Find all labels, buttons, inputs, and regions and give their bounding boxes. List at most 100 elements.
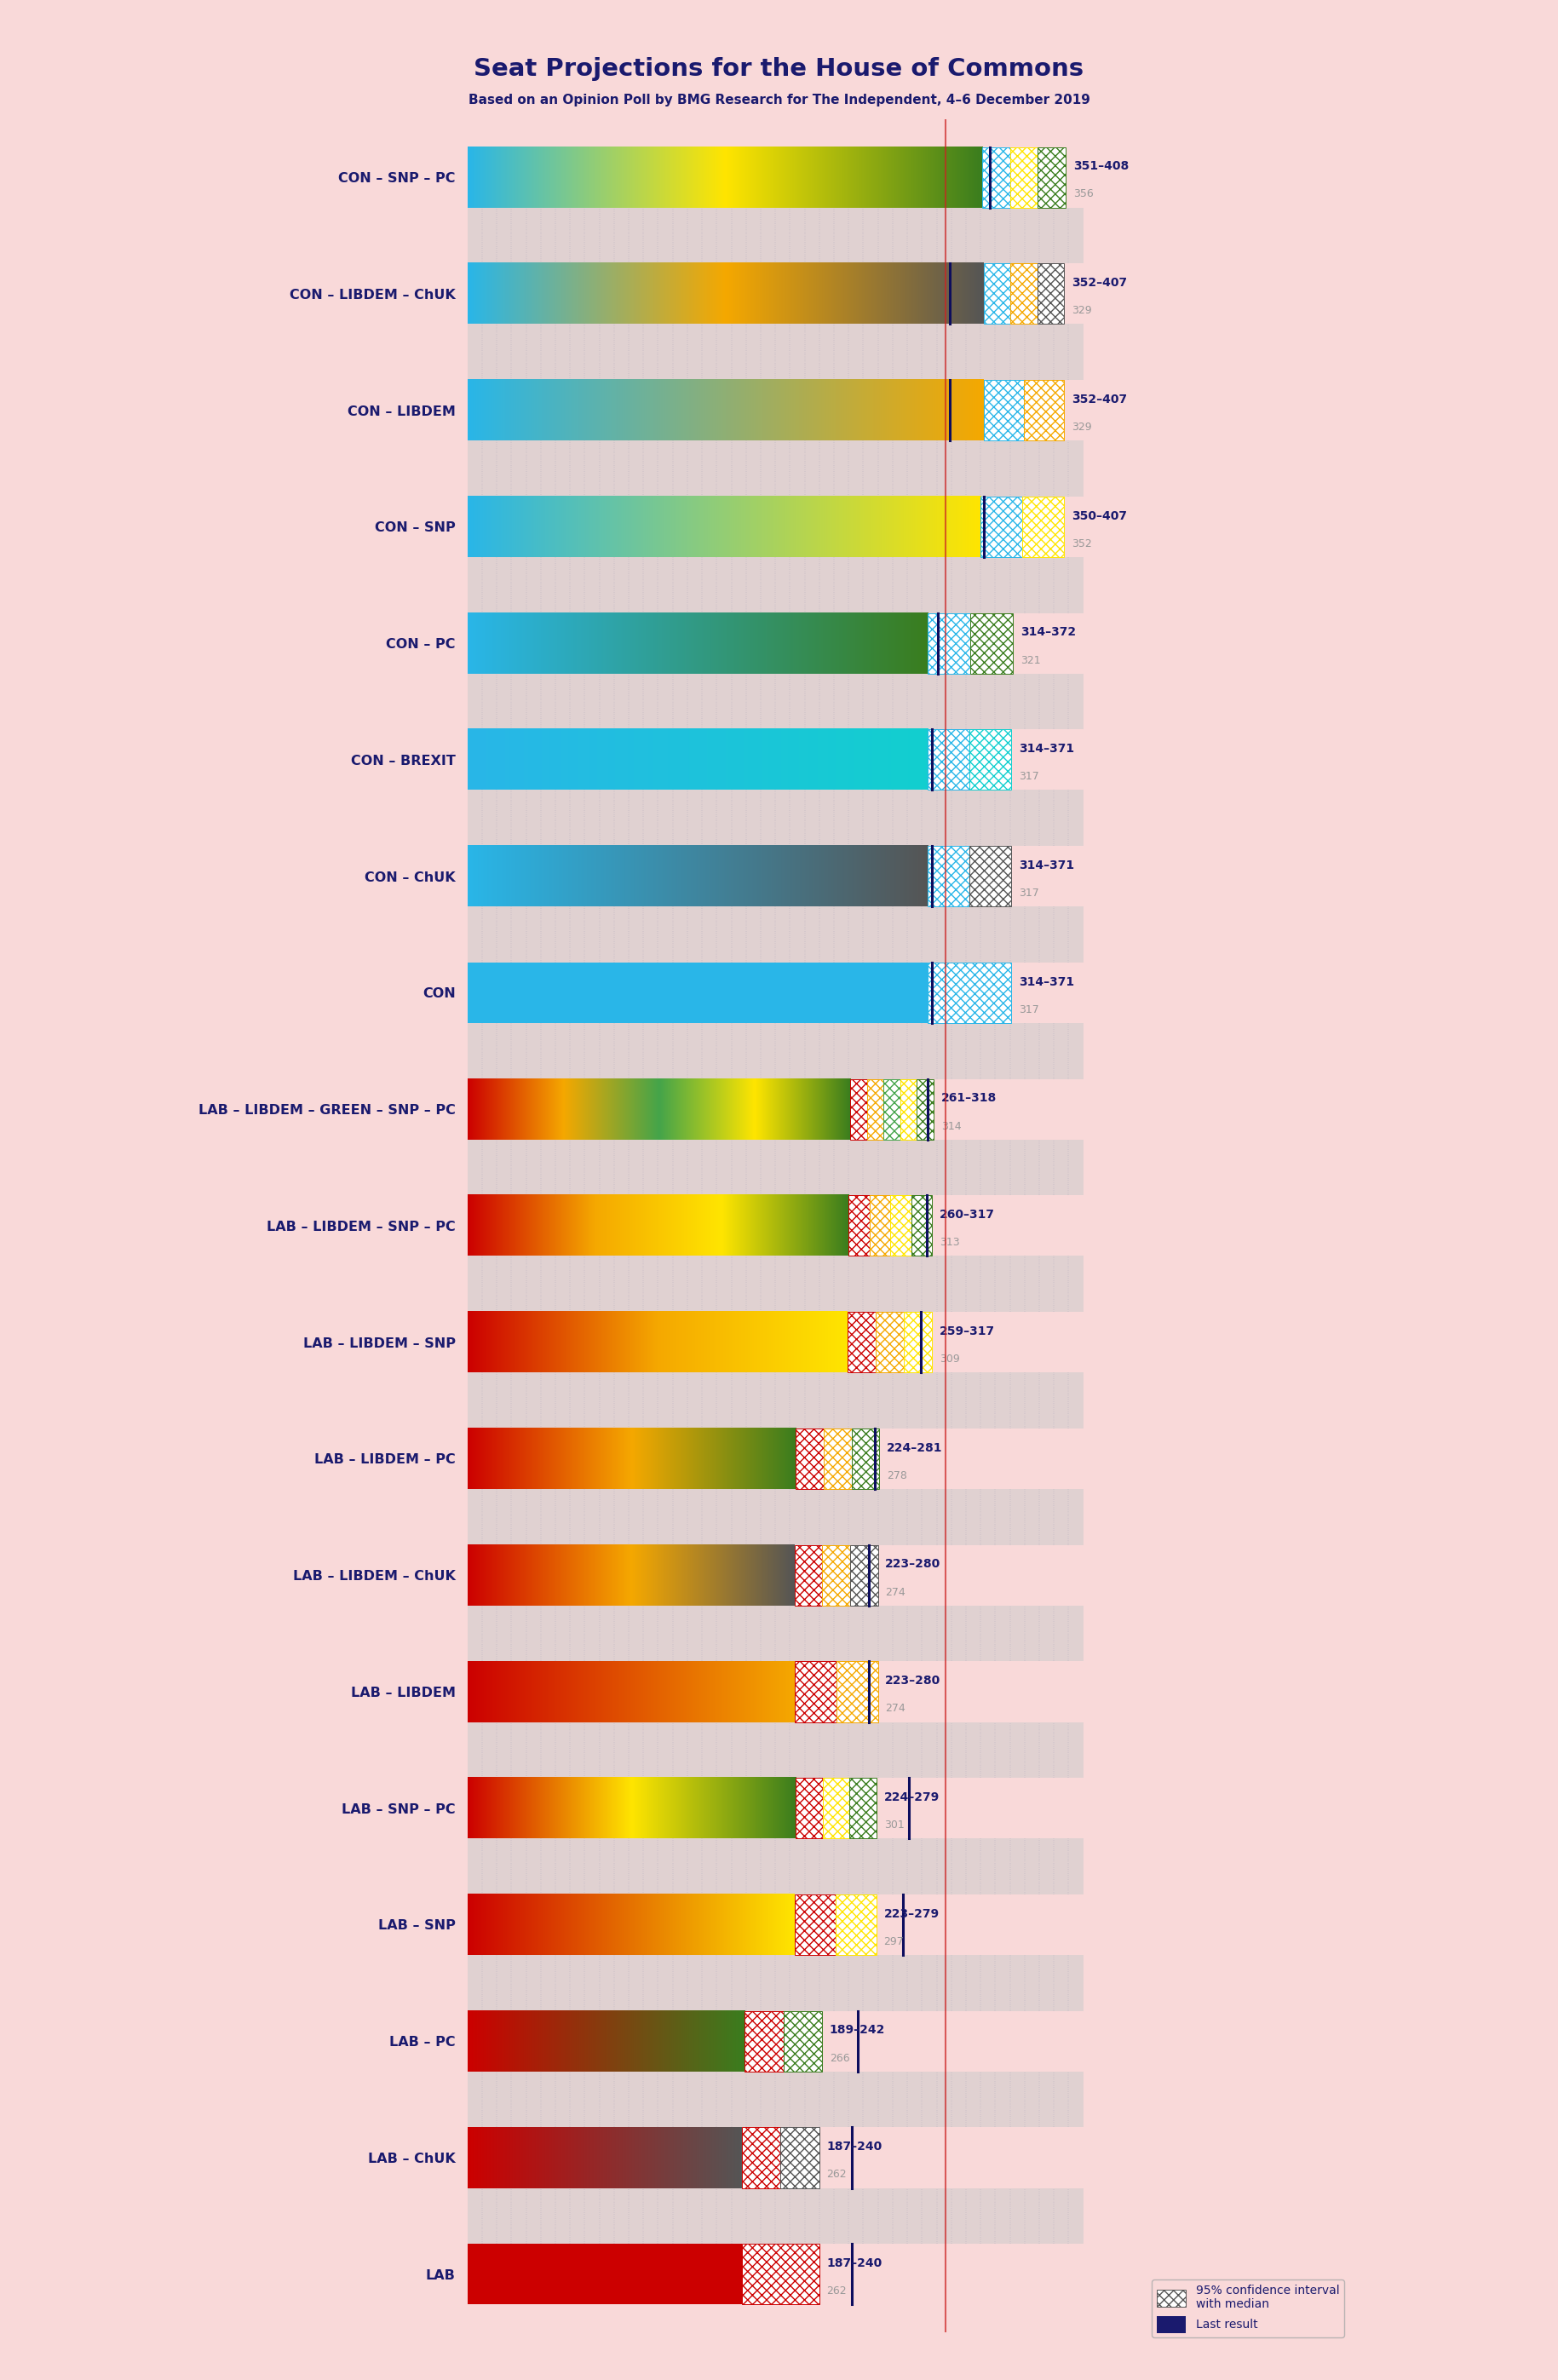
Text: 259–317: 259–317 — [939, 1326, 996, 1338]
Text: 262: 262 — [827, 2285, 848, 2297]
Text: 274: 274 — [885, 1704, 905, 1714]
Text: 314–372: 314–372 — [1020, 626, 1075, 638]
Text: 223–280: 223–280 — [885, 1559, 941, 1571]
Text: Seat Projections for the House of Commons: Seat Projections for the House of Common… — [474, 57, 1084, 81]
Bar — [796, 1778, 823, 1837]
Text: 187–240: 187–240 — [827, 2140, 882, 2154]
Bar — [795, 1545, 823, 1606]
Bar — [467, 1373, 1083, 1428]
Bar — [467, 790, 1083, 845]
Text: 278: 278 — [887, 1471, 907, 1480]
Bar — [891, 1195, 911, 1257]
Bar — [971, 614, 1013, 674]
Text: 314–371: 314–371 — [1019, 976, 1073, 988]
Bar — [467, 557, 1083, 614]
Bar — [1011, 264, 1038, 324]
Bar — [918, 1078, 933, 1140]
Bar — [784, 2011, 823, 2071]
Text: 314–371: 314–371 — [1019, 743, 1073, 754]
Bar — [869, 1195, 891, 1257]
Bar — [876, 1311, 904, 1373]
Text: 314: 314 — [941, 1121, 961, 1133]
Text: 301: 301 — [883, 1821, 904, 1830]
Text: 274: 274 — [885, 1587, 905, 1597]
Bar — [911, 1195, 932, 1257]
Bar — [467, 1954, 1083, 2011]
Bar — [983, 381, 1024, 440]
Bar — [467, 440, 1083, 497]
Text: 350–407: 350–407 — [1072, 509, 1126, 521]
Bar — [849, 1778, 877, 1837]
Text: 317: 317 — [1019, 888, 1039, 900]
Bar — [969, 845, 1011, 907]
Bar — [467, 324, 1083, 381]
Bar — [795, 1894, 835, 1954]
Bar — [823, 1545, 851, 1606]
Bar — [835, 1894, 877, 1954]
Bar — [467, 1140, 1083, 1195]
Text: 356: 356 — [1073, 188, 1094, 200]
Bar — [1022, 497, 1064, 557]
Bar — [467, 1606, 1083, 1661]
Bar — [824, 1428, 852, 1490]
Bar — [983, 264, 1011, 324]
Bar — [796, 1428, 824, 1490]
Text: 314–371: 314–371 — [1019, 859, 1073, 871]
Bar — [901, 1078, 918, 1140]
Bar — [837, 1661, 879, 1723]
Bar — [852, 1428, 879, 1490]
Bar — [467, 1257, 1083, 1311]
Text: 266: 266 — [829, 2052, 849, 2063]
Text: 329: 329 — [1072, 421, 1092, 433]
Text: 223–280: 223–280 — [885, 1676, 941, 1687]
Text: Based on an Opinion Poll by BMG Research for The Independent, 4–6 December 2019: Based on an Opinion Poll by BMG Research… — [467, 93, 1091, 107]
Text: 187–240: 187–240 — [827, 2256, 882, 2268]
Text: 351–408: 351–408 — [1073, 159, 1128, 171]
Text: 317: 317 — [1019, 1004, 1039, 1016]
Bar — [467, 2071, 1083, 2128]
Text: 224–281: 224–281 — [887, 1442, 943, 1454]
Text: 189–242: 189–242 — [829, 2025, 885, 2037]
Bar — [467, 207, 1083, 264]
Text: 260–317: 260–317 — [939, 1209, 996, 1221]
Bar — [866, 1078, 883, 1140]
Bar — [904, 1311, 932, 1373]
Bar — [1038, 264, 1064, 324]
Bar — [467, 674, 1083, 728]
Bar — [742, 2244, 820, 2304]
Bar — [1024, 381, 1064, 440]
Bar — [781, 2128, 820, 2187]
Text: 329: 329 — [1072, 305, 1092, 317]
Bar — [467, 1723, 1083, 1778]
Bar — [467, 907, 1083, 962]
Text: 309: 309 — [939, 1354, 960, 1364]
Text: 352–407: 352–407 — [1072, 393, 1126, 405]
Bar — [929, 845, 969, 907]
Bar — [1010, 148, 1038, 207]
Bar — [467, 962, 929, 1023]
Text: 297: 297 — [883, 1935, 904, 1947]
Bar — [795, 1661, 837, 1723]
Text: 261–318: 261–318 — [941, 1092, 997, 1104]
Bar — [742, 2128, 781, 2187]
Bar — [745, 2011, 784, 2071]
Bar — [467, 2244, 742, 2304]
Bar — [467, 2187, 1083, 2244]
Bar — [823, 1778, 849, 1837]
Bar — [883, 1078, 901, 1140]
Bar — [1038, 148, 1066, 207]
Bar — [467, 1490, 1083, 1545]
Bar — [467, 1837, 1083, 1894]
Text: 321: 321 — [1020, 654, 1041, 666]
Bar — [851, 1078, 866, 1140]
Bar — [982, 148, 1010, 207]
Bar — [851, 1545, 879, 1606]
Text: 262: 262 — [827, 2168, 848, 2180]
Bar — [929, 614, 971, 674]
Bar — [929, 962, 1011, 1023]
Bar — [929, 728, 969, 790]
Text: 352–407: 352–407 — [1072, 276, 1126, 288]
Text: 352: 352 — [1072, 538, 1092, 550]
Bar — [849, 1195, 869, 1257]
Text: 223–279: 223–279 — [883, 1909, 939, 1921]
